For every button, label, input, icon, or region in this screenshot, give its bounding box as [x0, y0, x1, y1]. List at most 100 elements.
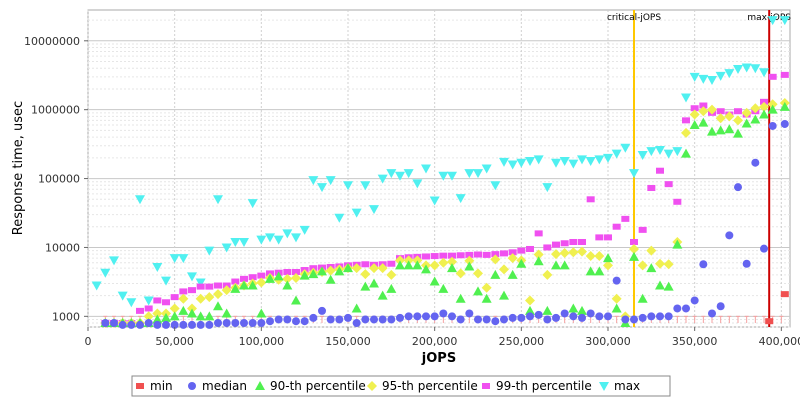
data-point [136, 307, 144, 314]
data-point [334, 266, 345, 276]
data-point [438, 257, 449, 268]
data-point [291, 295, 301, 305]
marker-label: critical-jOPS [607, 13, 661, 23]
x-axis-title: jOPS [421, 351, 456, 366]
data-point [525, 305, 535, 315]
data-point [169, 311, 180, 321]
data-point [672, 239, 683, 249]
y-tick-label: 10000000 [24, 35, 80, 48]
data-point [508, 249, 517, 256]
series-median [101, 119, 789, 329]
data-point [690, 105, 699, 112]
data-point [559, 156, 570, 166]
data-point [552, 313, 560, 322]
data-point [221, 308, 232, 318]
data-point [188, 320, 196, 329]
data-point [525, 295, 535, 306]
data-point [767, 104, 778, 114]
data-point [213, 301, 223, 311]
legend-swatch [255, 381, 265, 390]
data-point [646, 245, 657, 256]
data-point [682, 304, 690, 313]
data-point [292, 317, 300, 326]
data-point [439, 252, 448, 259]
legend-label: median [202, 379, 247, 393]
data-point [195, 293, 206, 304]
data-point [386, 283, 397, 293]
data-point [240, 275, 248, 282]
data-point [585, 251, 596, 262]
data-point [213, 289, 223, 300]
data-point [188, 287, 196, 294]
data-point [447, 171, 457, 181]
data-point [256, 277, 267, 288]
data-point [473, 169, 483, 179]
data-point [741, 107, 752, 118]
data-point [481, 282, 492, 293]
data-point [135, 195, 145, 205]
data-point [543, 244, 552, 251]
data-point [291, 233, 301, 243]
data-point [542, 305, 553, 315]
data-point [179, 320, 188, 329]
data-point [169, 254, 180, 264]
data-point [213, 195, 223, 205]
data-point [542, 269, 553, 280]
data-point [257, 319, 266, 328]
data-point [741, 63, 752, 73]
data-point [482, 315, 491, 324]
data-point [499, 290, 509, 300]
data-point [647, 184, 656, 191]
data-point [759, 68, 769, 78]
data-point [282, 273, 293, 284]
data-point [568, 159, 579, 169]
data-point [169, 303, 180, 314]
data-point [560, 240, 569, 247]
data-point [456, 252, 465, 259]
data-point [637, 293, 648, 303]
data-point [629, 169, 639, 179]
data-point [673, 198, 682, 205]
data-point [568, 247, 579, 258]
data-point [256, 308, 267, 318]
data-series [91, 16, 790, 329]
data-point [578, 313, 586, 322]
data-point [559, 248, 570, 259]
data-point [456, 315, 465, 324]
data-point [231, 278, 240, 285]
data-point [611, 293, 622, 304]
data-point [387, 260, 396, 267]
data-point [767, 99, 778, 110]
data-point [317, 183, 327, 193]
data-point [681, 93, 691, 103]
data-point [760, 244, 768, 253]
data-point [455, 268, 466, 279]
data-point [291, 273, 301, 284]
data-point [395, 260, 405, 270]
data-point [179, 288, 188, 295]
data-point [490, 254, 501, 265]
x-tick-label: 350,000 [672, 335, 718, 348]
data-point [534, 230, 543, 237]
data-point [620, 143, 631, 153]
data-point [473, 268, 483, 279]
data-point [265, 233, 275, 243]
data-point [403, 260, 414, 270]
data-point [629, 243, 639, 254]
data-point [664, 312, 673, 321]
legend-label: max [614, 379, 640, 393]
data-point [195, 311, 206, 321]
data-point [780, 291, 789, 298]
data-point [152, 263, 163, 273]
plot-area [87, 9, 791, 328]
data-point [412, 260, 423, 270]
data-point [205, 283, 214, 290]
data-point [421, 264, 431, 274]
data-point [143, 311, 154, 322]
data-point [595, 234, 604, 241]
data-point [638, 313, 647, 322]
data-point [500, 250, 508, 257]
data-point [204, 246, 215, 256]
data-point [325, 176, 336, 186]
data-point [395, 171, 405, 181]
